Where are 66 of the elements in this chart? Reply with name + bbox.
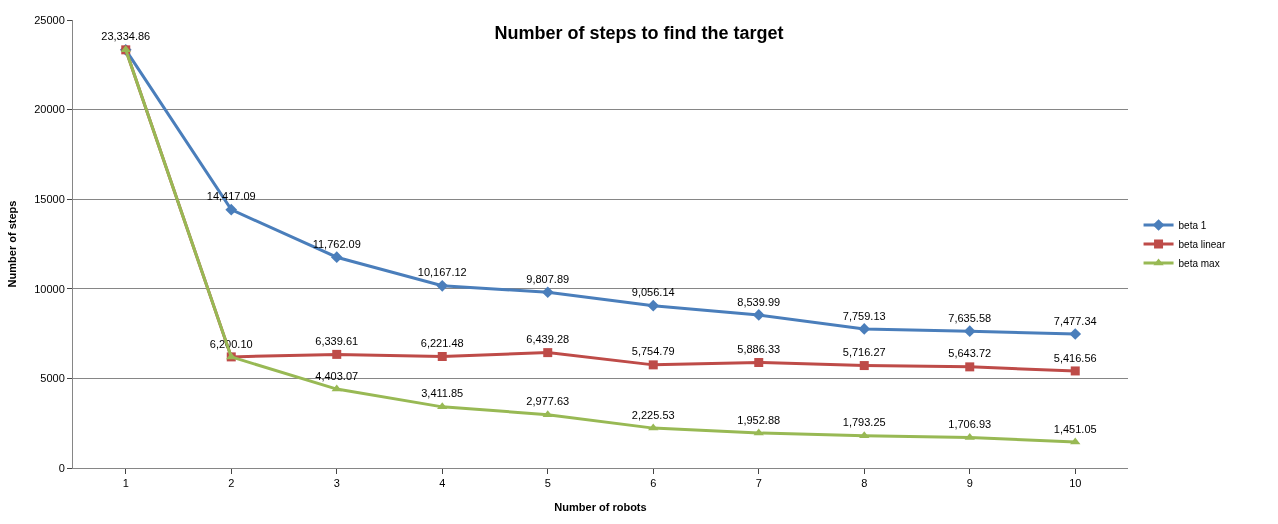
data-label: 3,411.85 <box>421 387 464 400</box>
data-label: 10,167.12 <box>417 266 467 279</box>
point <box>753 428 764 436</box>
point <box>225 203 238 216</box>
data-label: 7,759.13 <box>842 309 886 322</box>
data-label: 2,977.63 <box>526 395 570 408</box>
data-label: 23,334.86 <box>101 30 151 43</box>
point <box>1069 328 1082 340</box>
point <box>1070 366 1080 376</box>
point <box>648 360 658 370</box>
data-label: 6,339.61 <box>315 335 359 348</box>
data-label: 1,952.88 <box>737 413 781 426</box>
y-tick-label: 10000 <box>34 282 65 295</box>
x-tick-label: 10 <box>1069 477 1082 490</box>
data-label: 8,539.99 <box>737 295 781 308</box>
point <box>541 286 554 299</box>
x-tick-label: 3 <box>333 477 340 490</box>
point <box>965 362 975 372</box>
data-label: 5,754.79 <box>631 345 675 358</box>
point <box>647 299 660 312</box>
point <box>543 348 553 358</box>
data-label: 7,477.34 <box>1053 314 1097 327</box>
y-tick-label: 0 <box>58 461 65 474</box>
x-tick-label: 7 <box>755 477 762 490</box>
x-tick-label: 4 <box>439 477 446 490</box>
point <box>964 432 975 440</box>
data-label: 9,807.89 <box>526 272 570 285</box>
legend-label: beta 1 <box>1178 219 1207 231</box>
point <box>437 352 447 362</box>
point <box>754 358 764 368</box>
data-label: 5,643.72 <box>948 347 992 360</box>
point <box>332 349 342 359</box>
point <box>437 402 448 410</box>
x-tick-label: 8 <box>861 477 868 490</box>
y-tick-label: 25000 <box>34 13 65 26</box>
data-label: 7,635.58 <box>948 311 992 324</box>
point <box>330 251 343 264</box>
point <box>859 361 869 371</box>
y-tick-label: 20000 <box>34 103 65 116</box>
legend-label: beta linear <box>1178 238 1226 250</box>
y-tick-label: 5000 <box>40 372 65 385</box>
legend-label: beta max <box>1178 257 1220 269</box>
data-label: 11,762.09 <box>312 237 361 250</box>
data-label: 4,403.07 <box>315 369 359 382</box>
x-tick-label: 1 <box>122 477 129 490</box>
data-label: 5,886.33 <box>737 343 781 356</box>
data-label: 1,793.25 <box>842 416 886 429</box>
point <box>1070 437 1081 445</box>
data-label: 2,225.53 <box>631 408 675 421</box>
x-tick-label: 5 <box>544 477 551 490</box>
data-label: 5,716.27 <box>842 346 886 359</box>
point <box>859 431 870 439</box>
y-axis-title: Number of steps <box>5 200 18 288</box>
data-label: 1,706.93 <box>948 418 992 431</box>
chart-title: Number of steps to find the target <box>494 22 784 43</box>
data-label: 1,451.05 <box>1053 422 1097 435</box>
x-tick-label: 9 <box>966 477 973 490</box>
x-tick-label: 2 <box>228 477 235 490</box>
x-tick-label: 6 <box>650 477 657 490</box>
x-axis-title: Number of robots <box>554 501 647 514</box>
data-label: 6,439.28 <box>526 333 570 346</box>
data-label: 6,221.48 <box>420 337 464 350</box>
data-label: 5,416.56 <box>1053 351 1097 364</box>
data-label: 9,056.14 <box>631 286 675 299</box>
y-tick-label: 15000 <box>34 193 65 206</box>
point <box>436 279 449 292</box>
